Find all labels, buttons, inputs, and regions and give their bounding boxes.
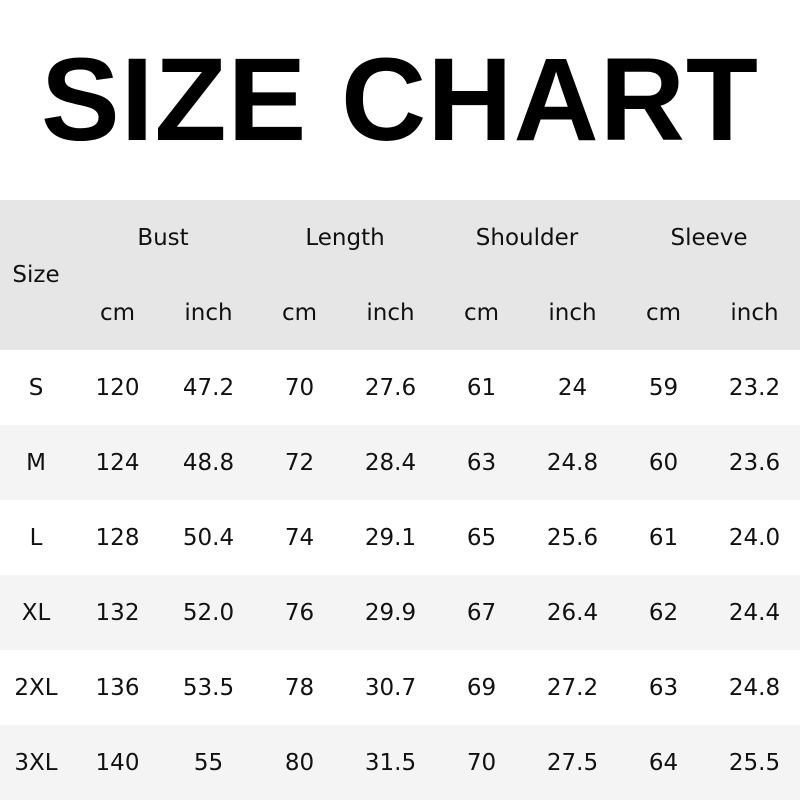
value-cell: 70 — [466, 749, 497, 776]
value-cell: 50.4 — [182, 524, 235, 551]
value-cell: 47.2 — [182, 374, 235, 401]
size-cell: L — [29, 524, 43, 551]
value-cell: 61 — [648, 524, 679, 551]
unit-header: cm — [281, 299, 318, 326]
header-row-groups: Size Bust Length Shoulder Sleeve — [0, 200, 800, 288]
value-cell: 23.2 — [728, 374, 781, 401]
value-cell: 24 — [557, 374, 588, 401]
value-cell: 64 — [648, 749, 679, 776]
value-cell: 59 — [648, 374, 679, 401]
unit-header: inch — [366, 299, 415, 326]
table-row: 3XL 140 55 80 31.5 70 27.5 64 25.5 — [0, 725, 800, 800]
value-cell: 62 — [648, 599, 679, 626]
value-cell: 28.4 — [364, 449, 417, 476]
table-row: 2XL 136 53.5 78 30.7 69 27.2 63 24.8 — [0, 650, 800, 725]
size-cell: S — [28, 374, 44, 401]
group-header: Bust — [137, 224, 189, 251]
group-header: Shoulder — [475, 224, 579, 251]
table-row: M 124 48.8 72 28.4 63 24.8 60 23.6 — [0, 425, 800, 500]
value-cell: 132 — [95, 599, 140, 626]
value-cell: 26.4 — [546, 599, 599, 626]
size-cell: 2XL — [14, 674, 58, 701]
value-cell: 120 — [95, 374, 140, 401]
value-cell: 24.4 — [728, 599, 781, 626]
header-row-units: cm inch cm inch cm inch cm inch — [0, 275, 800, 350]
value-cell: 48.8 — [182, 449, 235, 476]
table-row: S 120 47.2 70 27.6 61 24 59 23.2 — [0, 350, 800, 425]
value-cell: 63 — [466, 449, 497, 476]
table-row: L 128 50.4 74 29.1 65 25.6 61 24.0 — [0, 500, 800, 575]
value-cell: 25.6 — [546, 524, 599, 551]
value-cell: 140 — [95, 749, 140, 776]
value-cell: 55 — [193, 749, 224, 776]
value-cell: 70 — [284, 374, 315, 401]
page-title: SIZE CHART — [41, 34, 759, 166]
value-cell: 25.5 — [728, 749, 781, 776]
unit-header: cm — [463, 299, 500, 326]
value-cell: 72 — [284, 449, 315, 476]
size-table: Size Bust Length Shoulder Sleeve cm inch… — [0, 200, 800, 800]
unit-header: cm — [645, 299, 682, 326]
value-cell: 30.7 — [364, 674, 417, 701]
size-cell: M — [26, 449, 46, 476]
value-cell: 78 — [284, 674, 315, 701]
value-cell: 53.5 — [182, 674, 235, 701]
value-cell: 27.5 — [546, 749, 599, 776]
value-cell: 23.6 — [728, 449, 781, 476]
value-cell: 52.0 — [182, 599, 235, 626]
value-cell: 27.2 — [546, 674, 599, 701]
value-cell: 60 — [648, 449, 679, 476]
value-cell: 63 — [648, 674, 679, 701]
value-cell: 69 — [466, 674, 497, 701]
value-cell: 80 — [284, 749, 315, 776]
group-header: Sleeve — [670, 224, 748, 251]
value-cell: 31.5 — [364, 749, 417, 776]
group-header: Length — [305, 224, 385, 251]
value-cell: 29.9 — [364, 599, 417, 626]
size-cell: XL — [21, 599, 51, 626]
value-cell: 67 — [466, 599, 497, 626]
value-cell: 24.0 — [728, 524, 781, 551]
unit-header: inch — [548, 299, 597, 326]
value-cell: 27.6 — [364, 374, 417, 401]
value-cell: 65 — [466, 524, 497, 551]
size-cell: 3XL — [14, 749, 58, 776]
value-cell: 136 — [95, 674, 140, 701]
value-cell: 124 — [95, 449, 140, 476]
value-cell: 76 — [284, 599, 315, 626]
value-cell: 74 — [284, 524, 315, 551]
value-cell: 24.8 — [546, 449, 599, 476]
value-cell: 24.8 — [728, 674, 781, 701]
value-cell: 61 — [466, 374, 497, 401]
unit-header: cm — [99, 299, 136, 326]
unit-header: inch — [184, 299, 233, 326]
value-cell: 29.1 — [364, 524, 417, 551]
value-cell: 128 — [95, 524, 140, 551]
size-header: Size — [12, 262, 60, 288]
table-row: XL 132 52.0 76 29.9 67 26.4 62 24.4 — [0, 575, 800, 650]
unit-header: inch — [730, 299, 779, 326]
